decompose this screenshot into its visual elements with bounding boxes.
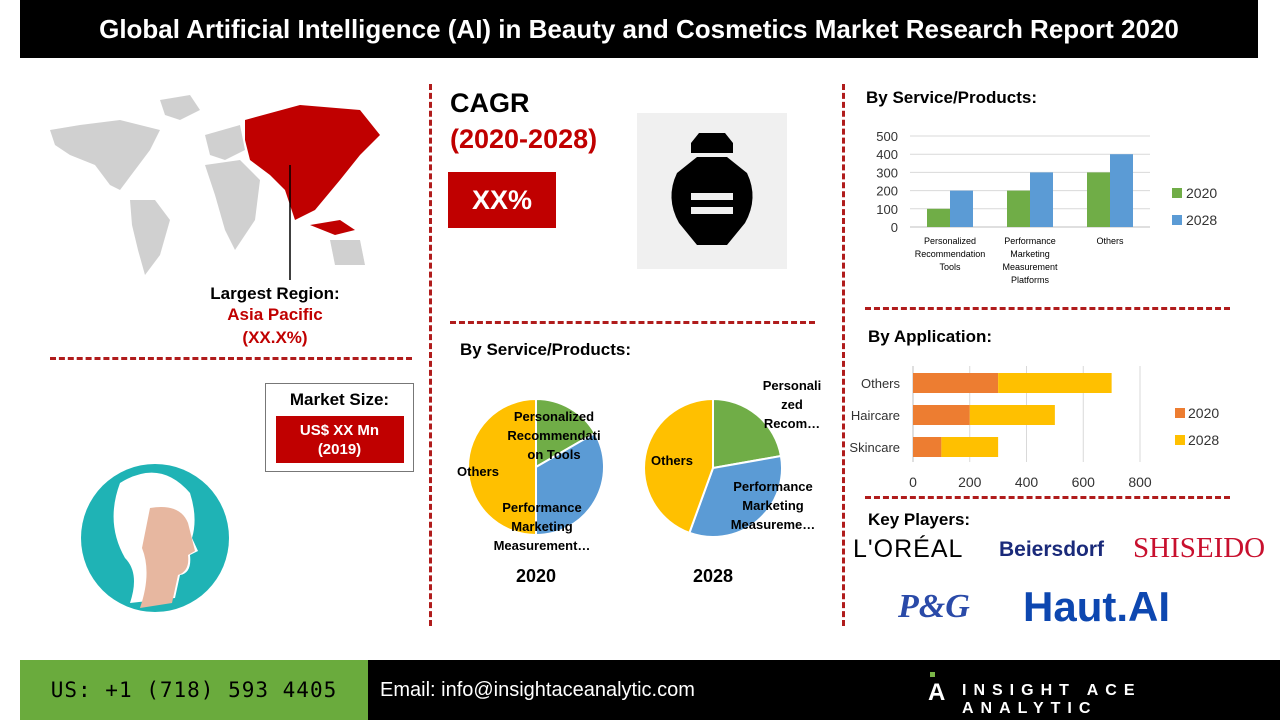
pie-year-label: 2020	[516, 566, 556, 586]
report-title: Global Artificial Intelligence (AI) in B…	[20, 0, 1258, 58]
legend-swatch	[1172, 188, 1182, 198]
cagr-value: XX%	[448, 172, 556, 228]
logo-beiersdorf: Beiersdorf	[999, 538, 1105, 561]
pie-label: Marketing	[742, 498, 803, 513]
pie-slice	[688, 454, 783, 538]
market-size-value: US$ XX Mn	[299, 422, 380, 439]
bar-2020	[913, 405, 970, 425]
pie-label: Recommendati	[507, 428, 600, 443]
bar-section-title: By Service/Products:	[866, 88, 1038, 107]
y-tick-label: 100	[876, 202, 898, 217]
x-tick-label: Marketing	[1010, 249, 1050, 259]
y-tick-label: 400	[876, 147, 898, 162]
bar-2028	[1110, 154, 1133, 227]
pie-label: Measurement…	[494, 538, 591, 553]
bar-2020	[1007, 190, 1030, 227]
y-tick-label: 200	[876, 184, 898, 199]
pie-slice	[535, 431, 605, 537]
cagr-period: (2020-2028)	[450, 124, 598, 154]
legend-swatch	[1172, 215, 1182, 225]
bar-2020	[927, 208, 950, 227]
legend-swatch	[1175, 408, 1185, 418]
x-tick-label: Personalized	[924, 236, 976, 246]
x-tick-label: 600	[1072, 474, 1096, 490]
legend-label: 2020	[1186, 185, 1217, 201]
market-size-year: (2019)	[317, 441, 362, 458]
region-share: (XX.X%)	[242, 328, 308, 347]
footer-email: Email: info@insightaceanalytic.com	[380, 679, 695, 701]
footer-brand: INSIGHT ACE ANALYTIC	[962, 682, 1142, 717]
divider	[429, 84, 432, 626]
x-tick-label: Others	[1096, 236, 1124, 246]
bar-2020	[913, 437, 942, 457]
bar-2020	[913, 373, 999, 393]
pie-slice	[643, 397, 714, 535]
x-tick-label: 400	[1015, 474, 1039, 490]
face-profile-icon	[81, 464, 229, 612]
key-players-title: Key Players:	[868, 510, 971, 529]
pie-slice	[467, 397, 537, 537]
pie-label: Others	[457, 464, 499, 479]
world-map	[50, 95, 380, 280]
logo-pg: P&G	[898, 588, 970, 625]
pie-label: Performance	[502, 500, 581, 515]
x-tick-label: Recommendation	[915, 249, 986, 259]
logo-haut-ai: Haut.AI	[1023, 583, 1170, 630]
x-tick-label: Platforms	[1011, 275, 1050, 285]
y-tick-label: Haircare	[851, 408, 900, 423]
y-tick-label: 0	[891, 220, 898, 235]
y-tick-label: Others	[861, 376, 901, 391]
pie-label: Personalized	[514, 409, 594, 424]
pie-label: Measureme…	[731, 517, 816, 532]
x-tick-label: 0	[909, 474, 917, 490]
brand-logo-icon: A	[928, 672, 945, 708]
bar-2020	[1087, 172, 1110, 227]
footer-phone: US: +1 (718) 593 4405	[20, 660, 368, 720]
x-tick-label: 200	[958, 474, 982, 490]
y-tick-label: Skincare	[849, 440, 900, 455]
x-tick-label: Tools	[939, 262, 961, 272]
divider	[450, 321, 815, 324]
legend-swatch	[1175, 435, 1185, 445]
divider	[865, 307, 1230, 310]
cagr-label: CAGR	[450, 88, 530, 118]
application-section-title: By Application:	[868, 327, 993, 346]
logo-shiseido: SHISEIDO	[1133, 532, 1266, 564]
bar-2028	[1030, 172, 1053, 227]
pie-label: Others	[651, 453, 693, 468]
pie-label: Recom…	[764, 416, 820, 431]
region-name: Asia Pacific	[227, 305, 323, 324]
pie-section-title: By Service/Products:	[460, 340, 632, 359]
legend-label: 2028	[1188, 432, 1219, 448]
region-label: Largest Region:	[210, 284, 340, 303]
pie-label: Personali	[763, 378, 822, 393]
pie-label: on Tools	[527, 447, 580, 462]
pie-year-label: 2028	[693, 566, 733, 586]
divider	[50, 357, 412, 360]
x-tick-label: 800	[1128, 474, 1152, 490]
pie-label: Marketing	[511, 519, 572, 534]
pie-label: Performance	[733, 479, 812, 494]
legend-label: 2020	[1188, 405, 1219, 421]
divider	[842, 84, 845, 626]
y-tick-label: 300	[876, 165, 898, 180]
bar-2028	[998, 373, 1112, 393]
bar-2028	[969, 405, 1055, 425]
bar-2028	[950, 190, 973, 227]
y-tick-label: 500	[876, 129, 898, 144]
market-size-label: Market Size:	[289, 390, 390, 409]
legend-label: 2028	[1186, 212, 1217, 228]
pie-label: zed	[781, 397, 803, 412]
bar-2028	[941, 437, 999, 457]
pie-slice	[712, 397, 783, 470]
logo-loreal: L'ORÉAL	[853, 535, 964, 563]
footer-bar: Email: info@insightaceanalytic.com A INS…	[368, 660, 1280, 720]
market-size-box: Market Size: US$ XX Mn (2019)	[265, 383, 414, 472]
x-tick-label: Measurement	[1002, 262, 1058, 272]
x-tick-label: Performance	[1004, 236, 1056, 246]
pie-slice	[535, 397, 597, 469]
perfume-bottle-icon	[637, 113, 787, 269]
divider	[865, 496, 1230, 499]
